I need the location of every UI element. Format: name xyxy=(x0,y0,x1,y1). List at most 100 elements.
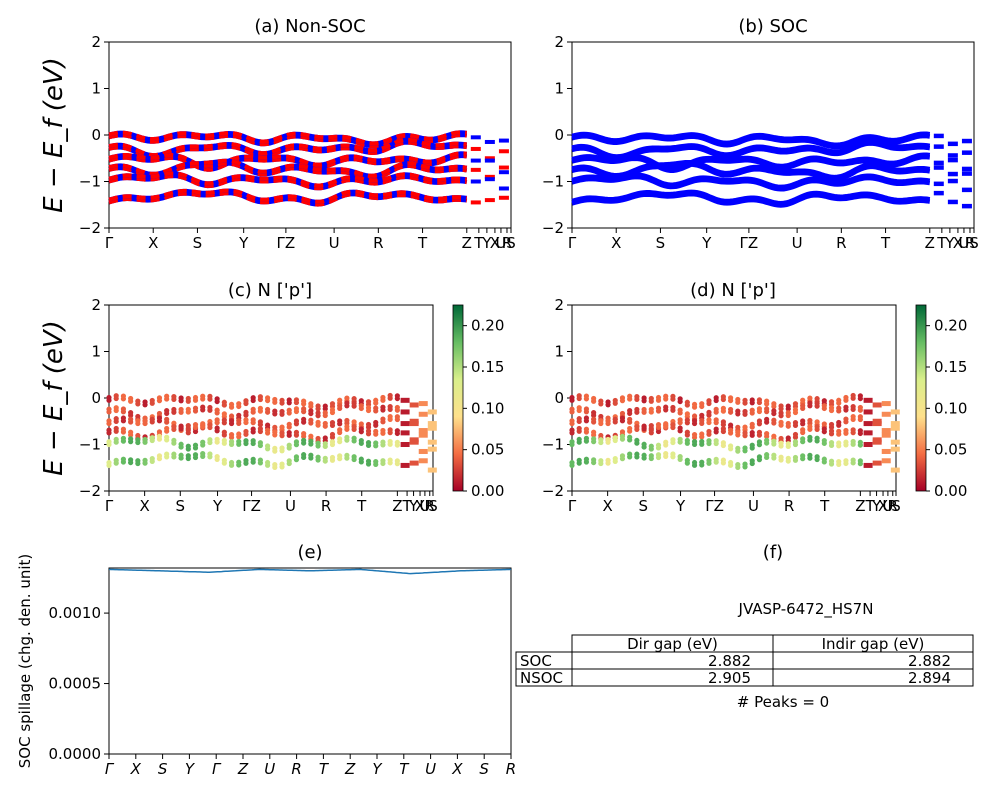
band-line xyxy=(571,189,931,206)
projection-point xyxy=(771,408,777,414)
y-tick-label: 2 xyxy=(554,33,564,51)
projection-point xyxy=(272,461,278,468)
y-tick-label: 0.0005 xyxy=(49,675,102,693)
x-tick-label: R xyxy=(291,760,301,778)
projection-point xyxy=(670,437,676,443)
projection-point xyxy=(293,429,300,435)
projection-point xyxy=(257,440,263,446)
projection-point xyxy=(569,439,575,445)
projection-point xyxy=(677,436,683,442)
projection-point xyxy=(828,399,835,405)
projection-point xyxy=(315,403,321,409)
projection-point xyxy=(699,401,705,407)
projection-point xyxy=(164,416,170,422)
projection-point xyxy=(684,429,690,435)
projection-segment xyxy=(418,401,428,407)
y-tick-label: 1 xyxy=(91,80,101,98)
table-row-label: NSOC xyxy=(520,669,563,687)
projection-point xyxy=(800,453,806,459)
projection-point xyxy=(214,407,220,413)
projection-point xyxy=(828,428,835,434)
projection-segment xyxy=(881,448,891,454)
x-tick-label: Y xyxy=(944,234,955,252)
x-tick-label: R xyxy=(836,234,846,252)
projection-point xyxy=(634,451,640,457)
projection-point xyxy=(373,440,379,446)
projection-segment xyxy=(418,428,428,434)
projection-point xyxy=(322,410,328,416)
projection-point xyxy=(207,451,213,457)
x-tick-label: X xyxy=(611,234,621,252)
x-tick-label: Y xyxy=(481,234,492,252)
projection-point xyxy=(243,409,249,415)
projection-point xyxy=(619,453,626,459)
projection-point xyxy=(380,394,386,401)
projection-point xyxy=(648,443,654,449)
projection-point xyxy=(113,436,119,443)
projection-point xyxy=(648,453,654,459)
projection-point xyxy=(156,415,163,421)
projection-point xyxy=(670,393,676,399)
projection-point xyxy=(605,457,611,463)
projection-point xyxy=(351,396,357,402)
projection-point xyxy=(691,439,698,445)
projection-point xyxy=(720,394,726,400)
projection-point xyxy=(756,418,763,424)
projection-point xyxy=(394,414,400,420)
projection-point xyxy=(185,422,191,429)
projection-point xyxy=(308,433,314,439)
projection-point xyxy=(264,427,271,433)
projection-point xyxy=(207,393,213,399)
x-tick-label: U xyxy=(958,234,969,252)
projection-segment xyxy=(400,430,410,436)
x-tick-label: T xyxy=(819,497,830,515)
projection-point xyxy=(605,399,611,405)
projection-point xyxy=(257,419,263,425)
projection-point xyxy=(264,395,271,401)
projection-point xyxy=(142,457,148,463)
projection-point xyxy=(243,438,249,444)
projection-point xyxy=(677,396,683,402)
projection-point xyxy=(821,398,827,404)
projection-point xyxy=(627,425,633,432)
projection-point xyxy=(164,451,170,457)
projection-point xyxy=(764,416,770,422)
projection-point xyxy=(663,421,669,427)
projection-point xyxy=(257,457,263,463)
projection-point xyxy=(641,423,647,429)
projection-point xyxy=(749,421,755,427)
projection-point xyxy=(749,407,755,413)
projection-point xyxy=(800,403,806,409)
projection-point xyxy=(655,442,662,448)
band-line xyxy=(571,131,931,148)
projection-point xyxy=(771,401,777,407)
projection-point xyxy=(576,405,582,411)
projection-point xyxy=(576,457,582,463)
x-tick-label: S xyxy=(639,497,649,515)
projection-segment xyxy=(863,409,873,415)
projection-segment xyxy=(427,446,437,452)
table-cell: 2.905 xyxy=(708,669,751,687)
projection-point xyxy=(228,459,235,466)
projection-point xyxy=(200,439,206,445)
projection-point xyxy=(641,395,647,401)
projection-point xyxy=(293,418,300,424)
y-tick-label: 0 xyxy=(91,126,101,144)
x-tick-label: T xyxy=(401,497,412,515)
projection-point xyxy=(149,456,155,462)
projection-point xyxy=(236,459,242,465)
table-cell: 2.894 xyxy=(908,669,951,687)
projection-point xyxy=(605,436,611,443)
projection-point xyxy=(185,443,191,449)
projection-point xyxy=(156,395,163,401)
projection-segment xyxy=(418,458,428,464)
projection-point xyxy=(706,417,712,423)
x-tick-label: R xyxy=(425,497,435,515)
projection-point xyxy=(373,459,379,465)
x-tick-label: U xyxy=(329,234,340,252)
projection-point xyxy=(200,450,206,457)
x-tick-label: S xyxy=(176,497,186,515)
projection-point xyxy=(850,427,856,433)
projection-point xyxy=(821,403,827,409)
projection-point xyxy=(301,437,307,443)
